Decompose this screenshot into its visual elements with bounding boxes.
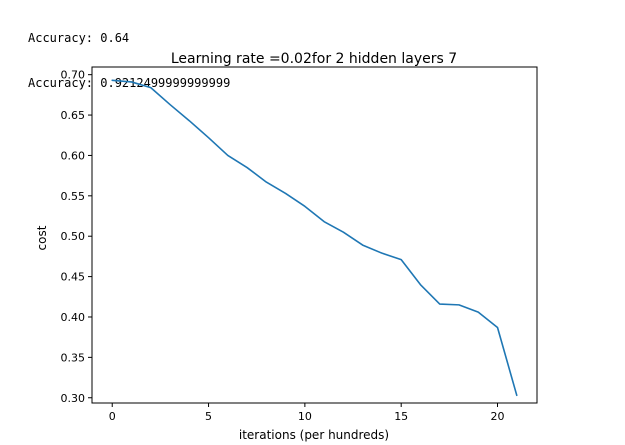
axis-ticks: 0 5 10 15 20 0.30 0.35 0.40 0.45 0.50 0.55 0.60 0.65…: [61, 69, 505, 423]
notebook-output: Accuracy: 0.64 Accuracy: 0.9212499999999…: [28, 1, 230, 106]
x-tick-label: 15: [394, 410, 408, 423]
y-tick-label: 0.35: [61, 351, 86, 364]
x-tick-label: 10: [298, 410, 312, 423]
accuracy-line-1: Accuracy: 0.64: [28, 31, 130, 45]
y-axis-label: cost: [35, 225, 49, 250]
y-tick-label: 0.45: [61, 271, 86, 284]
x-axis-label: iterations (per hundreds): [239, 428, 389, 442]
y-tick-label: 0.50: [61, 230, 86, 243]
y-tick-label: 0.55: [61, 190, 86, 203]
chart-title: Learning rate =0.02for 2 hidden layers 7: [171, 51, 457, 67]
y-tick-label: 0.30: [61, 392, 86, 405]
plot-frame: [91, 66, 538, 404]
y-tick-label: 0.70: [61, 69, 86, 82]
x-tick-label: 0: [109, 410, 116, 423]
y-tick-label: 0.40: [61, 311, 86, 324]
cost-series-line: [111, 79, 518, 397]
y-tick-label: 0.65: [61, 109, 86, 122]
y-tick-label: 0.60: [61, 149, 86, 162]
x-tick-label: 5: [205, 410, 212, 423]
accuracy-line-2: Accuracy: 0.9212499999999999: [28, 76, 231, 90]
x-tick-label: 20: [491, 410, 505, 423]
